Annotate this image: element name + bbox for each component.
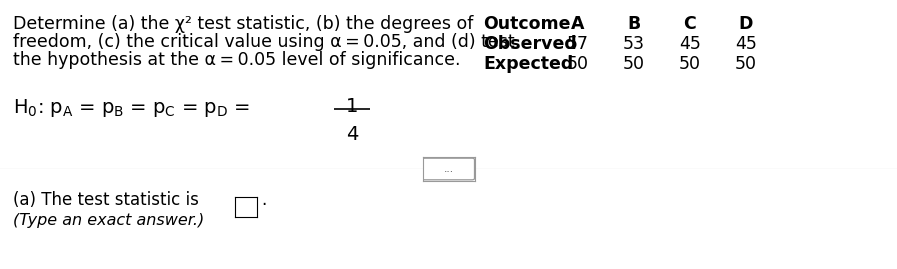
Text: Observed: Observed xyxy=(483,35,577,53)
Text: H$_{\mathregular{0}}$: p$_{\mathregular{A}}$ = p$_{\mathregular{B}}$ = p$_{\math: H$_{\mathregular{0}}$: p$_{\mathregular{… xyxy=(13,97,250,119)
Text: freedom, (c) the critical value using α = 0.05, and (d) test: freedom, (c) the critical value using α … xyxy=(13,33,515,51)
Text: the hypothesis at the α = 0.05 level of significance.: the hypothesis at the α = 0.05 level of … xyxy=(13,51,460,69)
Text: 50: 50 xyxy=(567,55,589,73)
Text: 53: 53 xyxy=(623,35,645,53)
Text: 50: 50 xyxy=(735,55,757,73)
Text: 4: 4 xyxy=(346,125,358,144)
Text: 50: 50 xyxy=(623,55,645,73)
Text: ...: ... xyxy=(443,164,454,174)
FancyBboxPatch shape xyxy=(422,158,475,180)
Text: 1: 1 xyxy=(346,97,358,116)
Text: 57: 57 xyxy=(567,35,589,53)
Text: Determine (a) the χ² test statistic, (b) the degrees of: Determine (a) the χ² test statistic, (b)… xyxy=(13,15,474,33)
Text: 45: 45 xyxy=(679,35,701,53)
Text: Outcome: Outcome xyxy=(483,15,570,33)
Text: C: C xyxy=(684,15,696,33)
Text: (Type an exact answer.): (Type an exact answer.) xyxy=(13,213,205,228)
Text: A: A xyxy=(571,15,585,33)
Text: 45: 45 xyxy=(735,35,757,53)
Text: D: D xyxy=(739,15,753,33)
Text: B: B xyxy=(627,15,640,33)
Text: Expected: Expected xyxy=(483,55,573,73)
Text: .: . xyxy=(261,191,266,209)
Text: (a) The test statistic is: (a) The test statistic is xyxy=(13,191,199,209)
Text: 50: 50 xyxy=(679,55,701,73)
